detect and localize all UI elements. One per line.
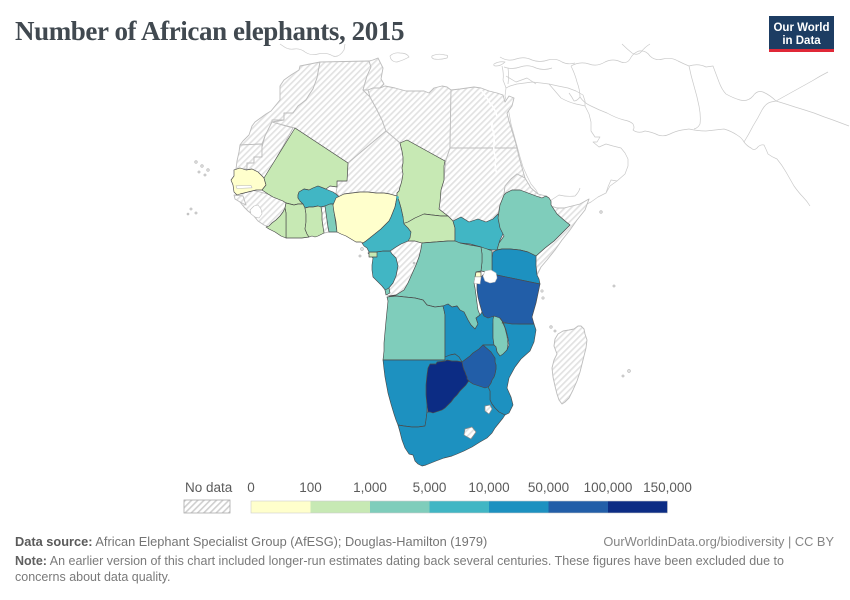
svg-text:100,000: 100,000 — [584, 480, 633, 495]
svg-text:5,000: 5,000 — [413, 480, 447, 495]
svg-text:150,000: 150,000 — [643, 480, 692, 495]
svg-text:1,000: 1,000 — [353, 480, 387, 495]
svg-text:100: 100 — [299, 480, 322, 495]
svg-text:10,000: 10,000 — [468, 480, 509, 495]
svg-text:50,000: 50,000 — [528, 480, 569, 495]
svg-text:0: 0 — [247, 480, 255, 495]
svg-text:No data: No data — [185, 480, 233, 495]
